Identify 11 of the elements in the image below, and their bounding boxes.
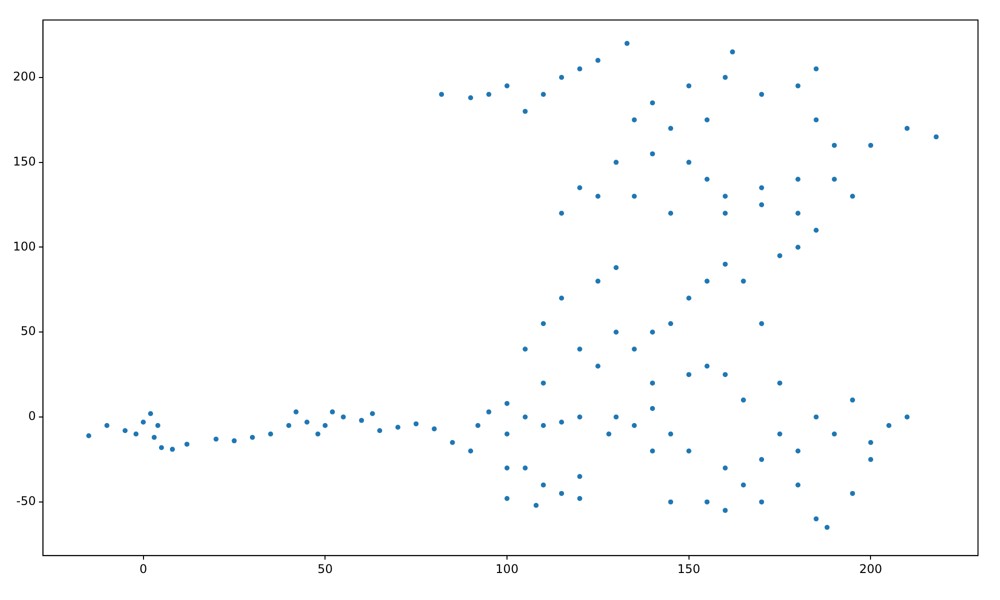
x-tick-label: 0 [139, 562, 148, 576]
y-tick-label: 100 [13, 239, 36, 254]
y-tick-label: 0 [28, 409, 36, 424]
y-tick-label: 150 [13, 154, 36, 168]
y-tick-label: 200 [13, 70, 36, 84]
x-tick-label: 150 [677, 562, 700, 576]
y-tick-label: 50 [20, 324, 36, 338]
x-tick-label: 50 [318, 562, 333, 576]
x-tick-label: 100 [496, 562, 518, 576]
x-tick-label: 200 [859, 562, 882, 576]
y-tick-label: -50 [16, 494, 36, 508]
